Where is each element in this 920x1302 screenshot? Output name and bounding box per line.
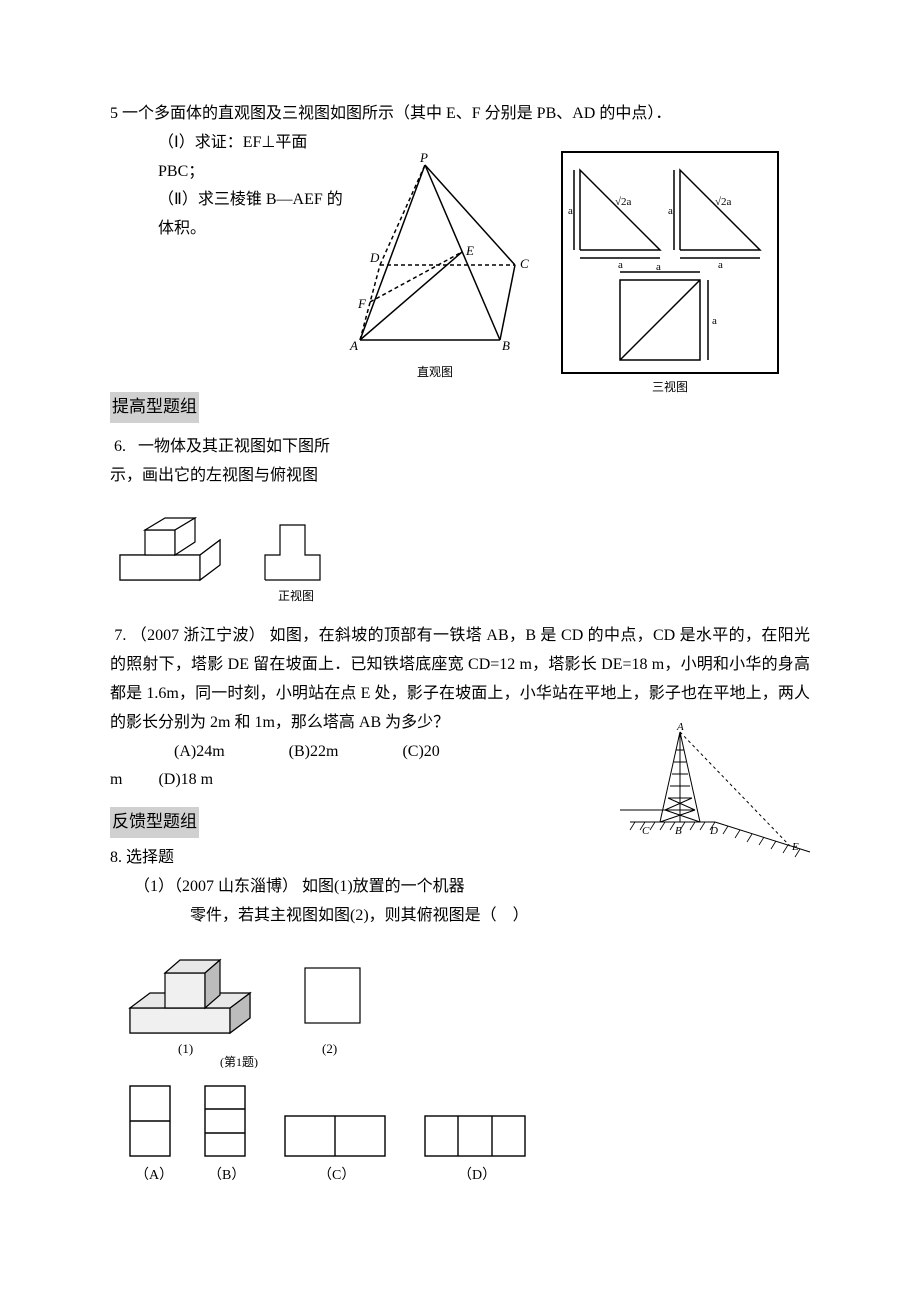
svg-text:C: C [520, 256, 529, 271]
section-feedback: 反馈型题组 [110, 807, 199, 838]
svg-text:（D）: （D） [458, 1167, 496, 1183]
question-7: 7. （2007 浙江宁波） 如图，在斜坡的顶部有一铁塔 AB，B 是 CD 的… [110, 622, 810, 795]
q5-oblique-figure: P A B C D E F 直观图 [330, 150, 540, 384]
svg-text:(第1题): (第1题) [220, 1055, 258, 1068]
q8-choice-figures: （A） （B） （C） （D） [110, 1076, 810, 1186]
svg-text:a: a [618, 259, 623, 271]
q7-source: （2007 浙江宁波） [131, 627, 265, 644]
svg-text:a: a [656, 261, 661, 273]
q5-part2: （Ⅱ）求三棱锥 B—AEF 的体积。 [110, 186, 350, 244]
q7-choice-b: (B)22m [289, 738, 339, 767]
svg-text:(1): (1) [178, 1041, 193, 1056]
svg-text:a: a [712, 315, 717, 327]
svg-text:B: B [675, 825, 682, 837]
svg-text:a: a [568, 205, 573, 217]
svg-text:P: P [419, 150, 428, 165]
q7-choice-c: (C)20 [402, 738, 439, 767]
svg-text:a: a [668, 205, 673, 217]
q5-stem: 5 一个多面体的直观图及三视图如图所示（其中 E、F 分别是 PB、AD 的中点… [110, 100, 810, 129]
svg-text:F: F [357, 296, 367, 311]
q6-figure: 正视图 [110, 500, 810, 610]
q8-number: 8. [110, 849, 122, 866]
q8-sub1-source: （1）（2007 山东淄博） [134, 878, 298, 895]
q5-three-views-figure: a a √2a a a √2a a a 三视图 [560, 150, 780, 399]
svg-text:（A）: （A） [135, 1167, 173, 1183]
q8-given-figures: (1) (2) (第1题) [110, 938, 810, 1068]
q7-number: 7. [114, 627, 126, 644]
svg-text:（C）: （C） [318, 1167, 355, 1183]
svg-text:√2a: √2a [615, 196, 632, 208]
q5-fig2-caption: 三视图 [560, 377, 780, 399]
question-6: 6. 一物体及其正视图如下图所 示，画出它的左视图与俯视图 [110, 433, 810, 611]
q7-figure: A B C D E [620, 722, 850, 862]
svg-text:A: A [676, 722, 684, 733]
q5-fig1-caption: 直观图 [330, 362, 540, 384]
svg-text:B: B [502, 338, 510, 353]
svg-text:C: C [642, 825, 650, 837]
q7-choice-d: (D)18 m [158, 771, 213, 788]
svg-text:(2): (2) [322, 1041, 337, 1056]
question-8: 8. 选择题 （1）（2007 山东淄博） 如图(1)放置的一个机器 零件，若其… [110, 844, 810, 1186]
q8-title: 选择题 [126, 849, 174, 866]
q7-choice-a: (A)24m [174, 738, 225, 767]
section-boost: 提高型题组 [110, 392, 199, 423]
svg-text:a: a [718, 259, 723, 271]
svg-text:E: E [791, 841, 799, 853]
svg-text:E: E [465, 243, 474, 258]
q6-number: 6. [114, 438, 126, 455]
svg-text:√2a: √2a [715, 196, 732, 208]
svg-text:正视图: 正视图 [278, 588, 314, 603]
q5-part1: （Ⅰ）求证：EF⊥平面 PBC； [110, 129, 350, 187]
q5-number: 5 [110, 105, 118, 122]
svg-text:（B）: （B） [208, 1167, 245, 1183]
svg-text:D: D [369, 250, 380, 265]
svg-text:A: A [349, 338, 358, 353]
svg-text:D: D [709, 825, 718, 837]
question-5: 5 一个多面体的直观图及三视图如图所示（其中 E、F 分别是 PB、AD 的中点… [110, 100, 810, 380]
